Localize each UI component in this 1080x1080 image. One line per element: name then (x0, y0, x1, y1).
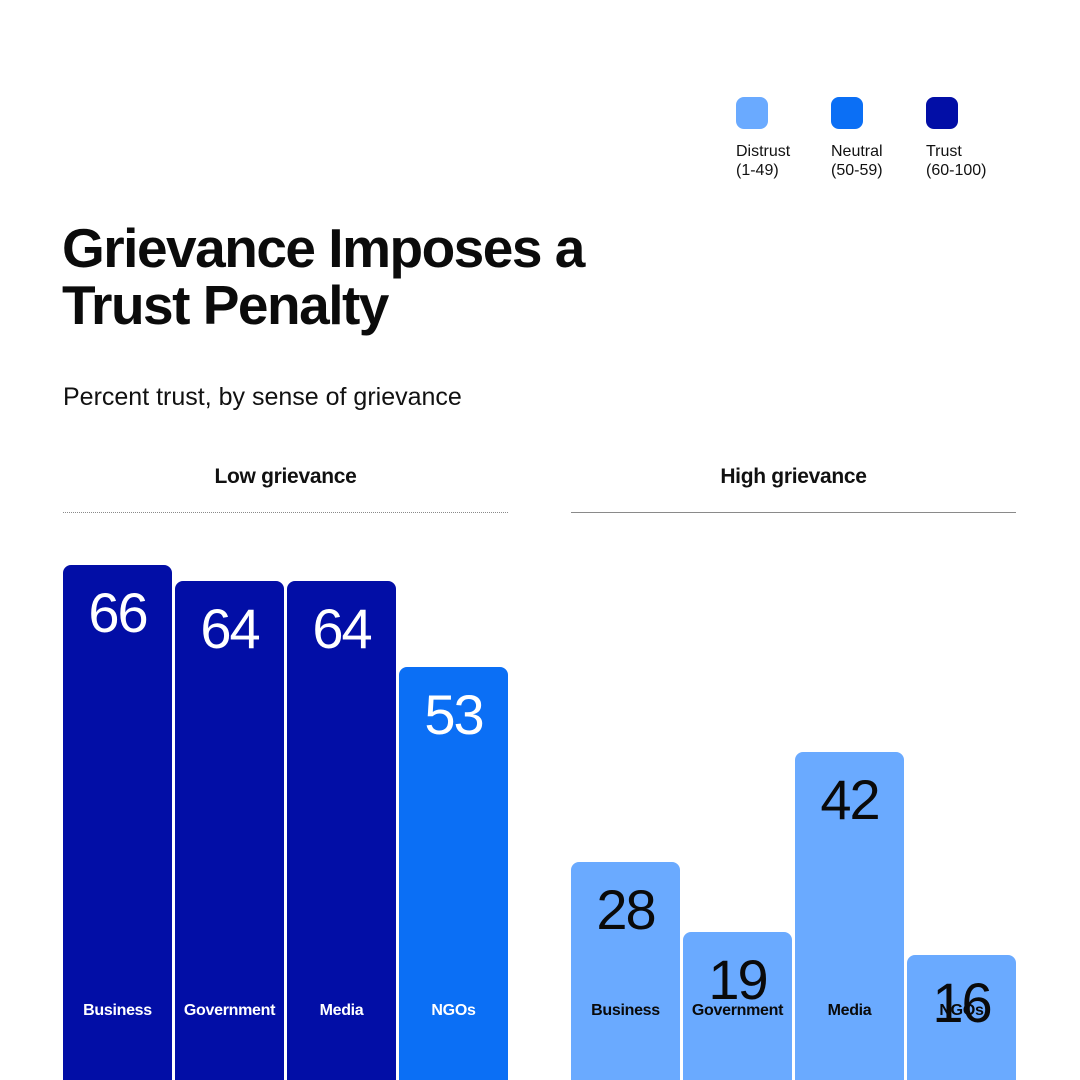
panel-title: Low grievance (214, 465, 357, 488)
bar: 42 Media (795, 752, 904, 1080)
legend-label: Trust (60-100) (926, 143, 987, 179)
bar: 64 Media (287, 580, 396, 1080)
bar-category-label: Business (83, 1001, 152, 1019)
legend-swatch (926, 97, 958, 129)
legend-label: Neutral (50-59) (831, 143, 883, 179)
bar: 64 Government (175, 580, 284, 1080)
chart-title: Grievance Imposes a Trust Penalty (62, 217, 585, 336)
legend-item: Neutral (50-59) (831, 97, 941, 180)
bar-category-label: Media (827, 1001, 872, 1019)
legend-item: Distrust (1-49) (736, 97, 846, 180)
legend-swatch (736, 97, 768, 129)
bar-category-label: Government (183, 1001, 276, 1019)
bar: 53 NGOs (399, 666, 508, 1080)
bar: 66 Business (63, 565, 172, 1080)
bar-value-label: 53 (424, 682, 484, 746)
panel-divider (63, 512, 508, 513)
legend-swatch (831, 97, 863, 129)
bar-category-label: Business (591, 1001, 660, 1019)
bar-value-label: 64 (200, 596, 260, 660)
bar: 16 NGOs (907, 955, 1016, 1080)
bar-category-label: Government (691, 1001, 784, 1019)
bar-value-label: 28 (596, 877, 656, 941)
bar: 28 Business (571, 861, 680, 1080)
bar-category-label: NGOs (431, 1001, 476, 1019)
bar-value-label: 19 (708, 947, 768, 1011)
panel-title: High grievance (720, 465, 867, 488)
bar-category-label: Media (319, 1001, 364, 1019)
bar: 19 Government (683, 931, 792, 1080)
chart-subtitle: Percent trust, by sense of grievance (63, 383, 462, 411)
bar-value-label: 42 (820, 768, 880, 832)
bar-value-label: 64 (312, 596, 372, 660)
bar-value-label: 16 (932, 971, 992, 1035)
legend-item: Trust (60-100) (926, 97, 1036, 180)
bar-value-label: 66 (88, 581, 148, 645)
panel-divider (571, 512, 1016, 513)
bar-category-label: NGOs (939, 1001, 984, 1019)
legend-label: Distrust (1-49) (736, 143, 791, 179)
